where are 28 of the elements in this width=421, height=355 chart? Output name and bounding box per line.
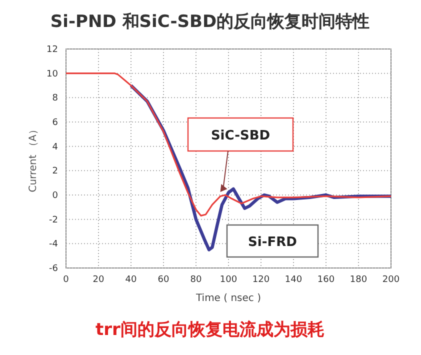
x-tick-label: 160 xyxy=(317,275,335,285)
x-tick-label: 0 xyxy=(63,275,70,285)
y-tick-label: 4 xyxy=(52,142,58,152)
text: SiC-SBD xyxy=(210,128,270,144)
y-tick-label: 12 xyxy=(46,45,58,55)
y-tick-label: -2 xyxy=(49,215,58,226)
y-tick-label: -6 xyxy=(49,264,58,274)
x-tick-label: 20 xyxy=(92,275,104,285)
y-tick-label: 2 xyxy=(52,166,58,177)
y-tick-label: -4 xyxy=(49,240,58,250)
line-series xyxy=(65,72,392,216)
x-tick-label: 60 xyxy=(158,275,170,285)
x-tick-label: 100 xyxy=(220,275,238,285)
y-tick-label: 10 xyxy=(46,69,58,80)
x-tick-label: 80 xyxy=(190,275,202,285)
y-tick-label: 6 xyxy=(52,118,58,128)
chart-title: Si-PND 和SiC-SBD的反向恢复时间特性 xyxy=(50,12,370,32)
y-axis-title: Current （A） xyxy=(28,124,39,192)
x-tick-label: 140 xyxy=(284,275,302,285)
x-tick-label: 200 xyxy=(382,275,400,285)
x-tick-label: 180 xyxy=(350,275,368,285)
x-tick-label: 40 xyxy=(125,275,137,285)
x-tick-label: 120 xyxy=(252,275,270,285)
text: trr间的反向恢复电流成为损耗 xyxy=(96,320,324,340)
text: Si-FRD xyxy=(248,235,298,250)
x-axis-title: Time ( nsec ) xyxy=(194,293,262,304)
y-tick-label: 8 xyxy=(52,94,58,104)
y-tick-label: 0 xyxy=(52,191,58,201)
